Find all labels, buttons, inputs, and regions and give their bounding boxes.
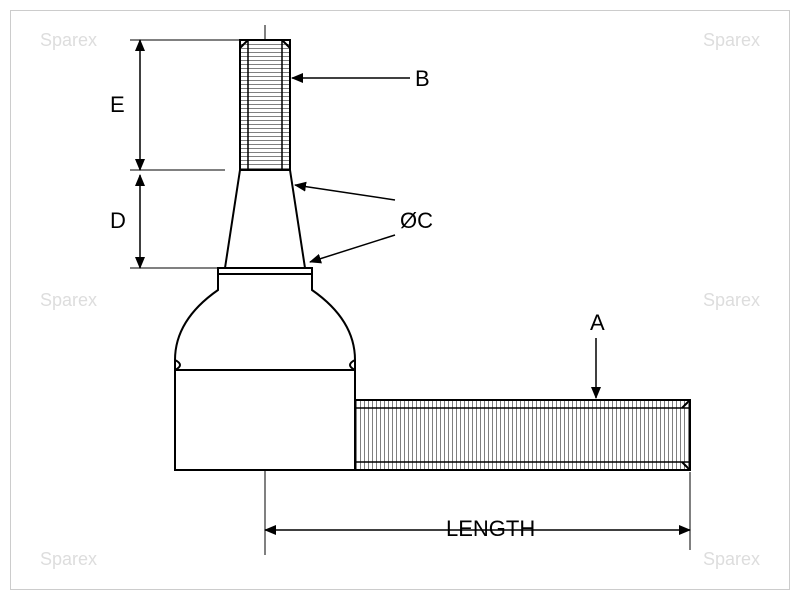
technical-drawing	[0, 0, 800, 600]
